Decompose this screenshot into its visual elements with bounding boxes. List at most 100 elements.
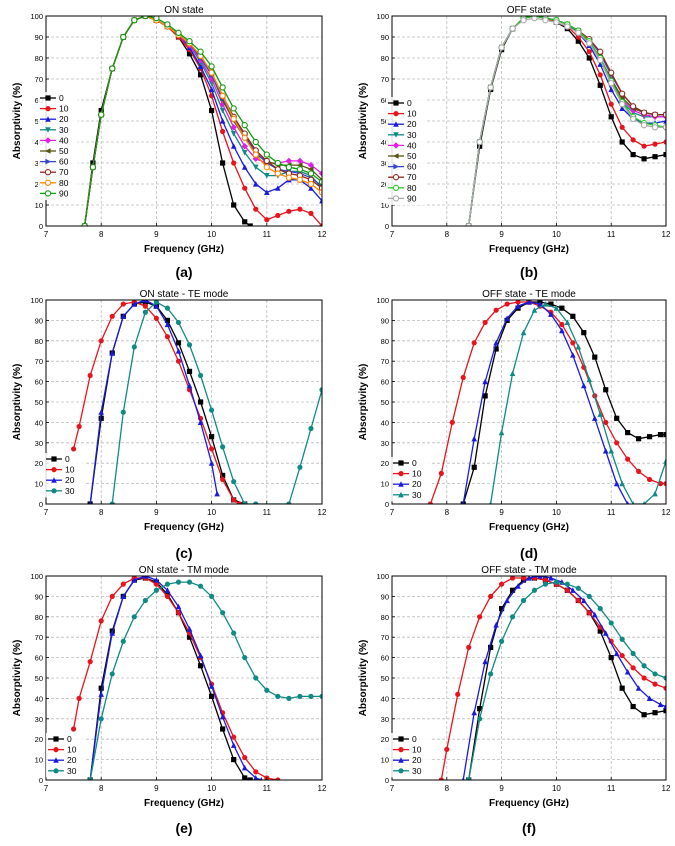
x-tick-label: 11 bbox=[607, 508, 616, 517]
data-point-90 bbox=[230, 105, 237, 112]
chart-title: OFF state - TM mode bbox=[481, 565, 577, 576]
y-tick-label: 100 bbox=[30, 296, 43, 305]
y-tick-label: 80 bbox=[381, 54, 389, 63]
data-point-0 bbox=[581, 330, 587, 336]
legend-marker bbox=[45, 158, 51, 165]
data-point-20 bbox=[515, 583, 521, 589]
y-tick-label: 10 bbox=[35, 480, 43, 489]
data-point-80 bbox=[285, 174, 293, 181]
legend-label: 50 bbox=[59, 146, 69, 156]
legend-label: 90 bbox=[407, 193, 417, 203]
data-point-0 bbox=[619, 139, 625, 145]
data-point-30 bbox=[253, 501, 259, 504]
data-point-90 bbox=[98, 111, 105, 118]
x-tick-label: 10 bbox=[552, 508, 561, 517]
data-point-90 bbox=[542, 17, 549, 24]
panel-label: (b) bbox=[520, 264, 538, 280]
series-line-10 bbox=[72, 577, 278, 780]
data-point-90 bbox=[487, 84, 494, 91]
series-group bbox=[71, 576, 322, 780]
x-tick-label: 8 bbox=[445, 508, 450, 517]
y-tick-label: 30 bbox=[35, 715, 43, 724]
legend-marker bbox=[393, 100, 399, 106]
data-point-10 bbox=[253, 769, 259, 775]
y-tick-label: 60 bbox=[381, 96, 389, 105]
data-point-20 bbox=[526, 576, 532, 581]
legend-label: 20 bbox=[407, 119, 417, 129]
data-point-20 bbox=[259, 777, 263, 780]
y-tick-label: 0 bbox=[39, 776, 43, 785]
x-tick-label: 7 bbox=[44, 784, 49, 793]
data-point-90 bbox=[274, 159, 281, 167]
data-point-30 bbox=[652, 490, 658, 497]
data-point-40 bbox=[230, 124, 237, 131]
data-point-30 bbox=[87, 777, 93, 780]
data-point-0 bbox=[663, 708, 666, 714]
y-tick-label: 10 bbox=[35, 201, 43, 210]
data-point-30 bbox=[120, 638, 126, 644]
y-tick-label: 50 bbox=[381, 117, 389, 126]
data-point-30 bbox=[608, 620, 614, 626]
y-tick-label: 40 bbox=[35, 694, 43, 703]
y-tick-label: 0 bbox=[385, 776, 389, 785]
data-point-70 bbox=[662, 111, 666, 118]
data-point-0 bbox=[548, 301, 554, 307]
legend-label: 20 bbox=[59, 114, 69, 124]
data-point-30 bbox=[252, 164, 259, 171]
y-tick-label: 90 bbox=[381, 33, 389, 42]
data-point-30 bbox=[98, 716, 104, 722]
legend-label: 10 bbox=[407, 109, 417, 119]
data-point-20 bbox=[131, 301, 138, 307]
x-tick-label: 12 bbox=[662, 784, 671, 793]
data-point-30 bbox=[186, 342, 193, 348]
data-point-20 bbox=[570, 587, 576, 593]
chart-title: ON state - TE mode bbox=[140, 289, 229, 300]
data-point-70 bbox=[608, 69, 615, 76]
data-point-30 bbox=[175, 319, 182, 326]
data-point-30 bbox=[297, 693, 303, 699]
data-point-30 bbox=[275, 693, 281, 699]
data-point-10 bbox=[427, 501, 433, 504]
data-point-10 bbox=[455, 691, 461, 697]
data-point-30 bbox=[575, 585, 581, 591]
data-point-10 bbox=[220, 476, 226, 483]
legend-label: 10 bbox=[65, 465, 75, 475]
data-point-0 bbox=[220, 726, 226, 732]
data-point-30 bbox=[319, 387, 322, 393]
legend-marker bbox=[44, 169, 52, 176]
series-line-30 bbox=[89, 581, 322, 780]
data-point-20 bbox=[626, 501, 630, 504]
y-tick-label: 90 bbox=[35, 592, 43, 601]
y-axis-label: Absorptivity (%) bbox=[358, 640, 369, 717]
data-point-30 bbox=[186, 579, 193, 585]
data-point-0 bbox=[630, 152, 636, 158]
data-point-30 bbox=[109, 671, 115, 677]
legend-marker bbox=[45, 95, 51, 101]
data-point-30 bbox=[209, 407, 215, 413]
series-group bbox=[71, 300, 322, 504]
data-point-10 bbox=[98, 338, 104, 344]
series-line-20 bbox=[462, 301, 629, 504]
y-tick-label: 80 bbox=[35, 337, 43, 346]
legend-marker bbox=[392, 142, 400, 149]
data-point-30 bbox=[597, 411, 604, 417]
data-point-30 bbox=[586, 593, 592, 600]
data-point-90 bbox=[263, 151, 270, 158]
data-point-0 bbox=[657, 432, 664, 438]
data-point-20 bbox=[153, 303, 160, 309]
legend-marker bbox=[53, 768, 59, 774]
data-point-20 bbox=[635, 685, 642, 691]
data-point-30 bbox=[253, 675, 259, 681]
data-point-30 bbox=[131, 344, 137, 350]
data-point-90 bbox=[208, 63, 215, 70]
legend-label: 30 bbox=[412, 766, 422, 776]
data-point-10 bbox=[308, 210, 314, 216]
y-tick-label: 100 bbox=[376, 296, 389, 305]
data-point-0 bbox=[231, 757, 237, 763]
y-tick-label: 60 bbox=[35, 654, 43, 663]
y-tick-label: 60 bbox=[381, 378, 389, 387]
data-point-20 bbox=[515, 303, 521, 309]
